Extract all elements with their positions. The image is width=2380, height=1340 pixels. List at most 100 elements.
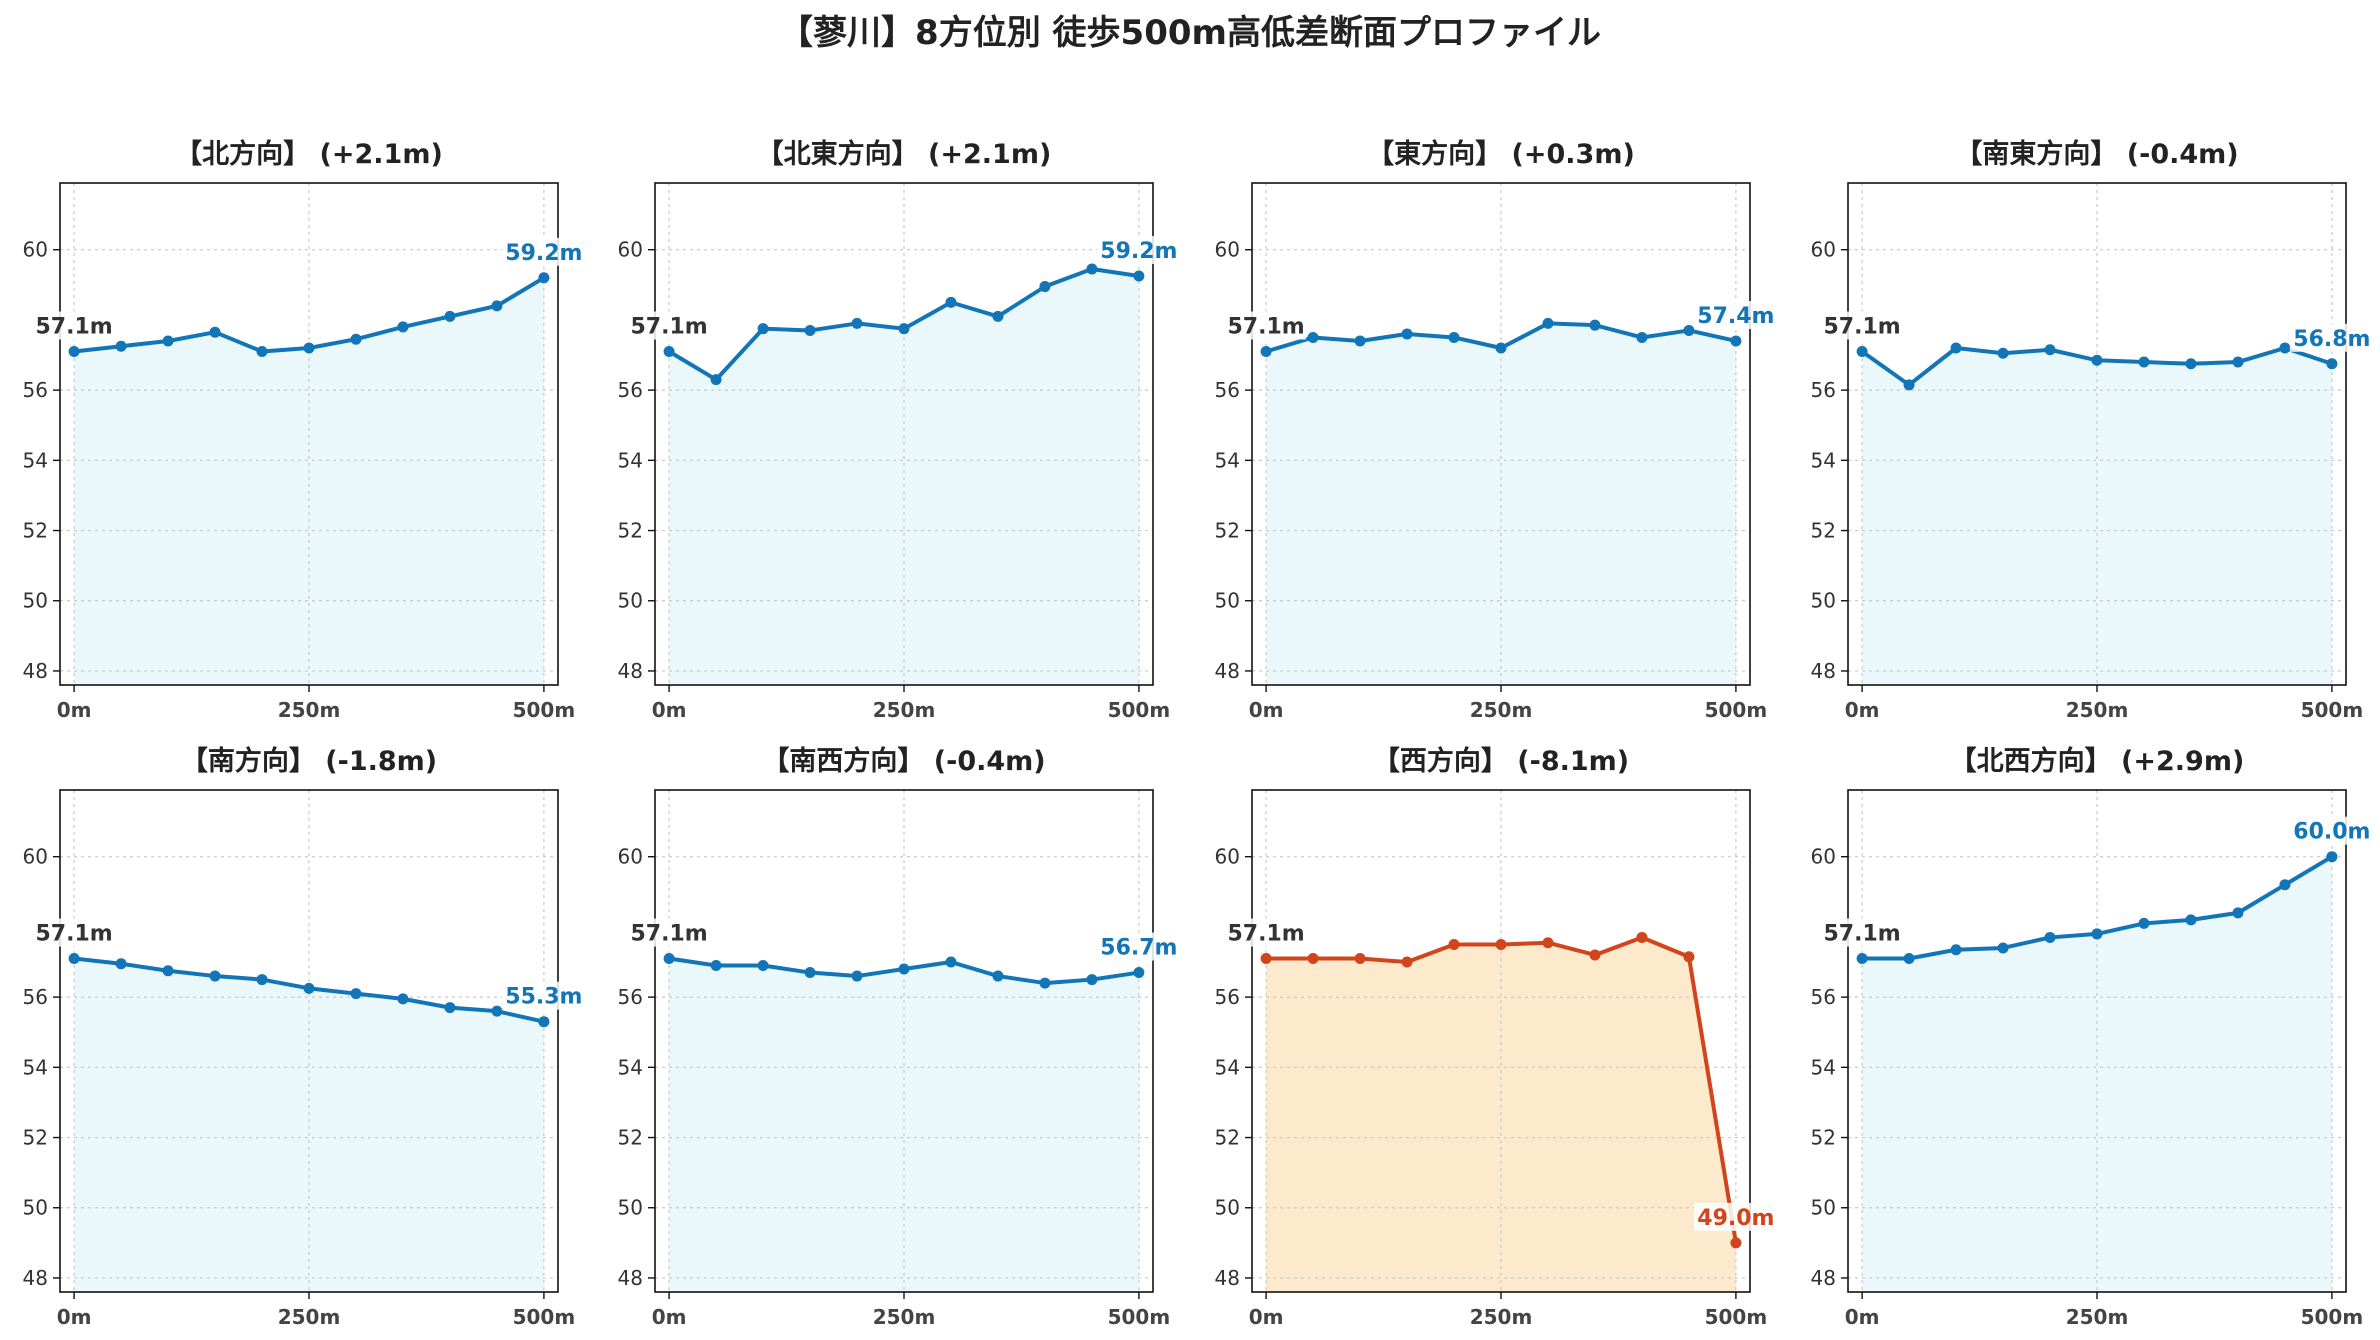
data-point xyxy=(2232,356,2244,368)
chart-panel-4: 48 50 52 54 56 60 0m 250m 500m 【南東方向】 (-0.4m) 57.1… xyxy=(1811,138,2374,722)
y-tick-label: 54 xyxy=(23,1055,48,1079)
data-point xyxy=(1133,967,1145,979)
figure-title: 【蓼川】8方位別 徒歩500m高低差断面プロファイル xyxy=(779,13,1601,53)
y-tick-label: 52 xyxy=(23,519,48,543)
y-tick-label: 60 xyxy=(1811,238,1836,262)
y-tick-label: 50 xyxy=(1215,1196,1240,1220)
y-tick-label: 56 xyxy=(1811,378,1836,402)
y-tick-label: 60 xyxy=(1811,845,1836,869)
data-point xyxy=(757,960,769,972)
y-tick-label: 48 xyxy=(1811,659,1836,683)
data-point xyxy=(1495,938,1507,950)
data-point xyxy=(2326,358,2338,370)
x-tick-label: 0m xyxy=(652,698,687,722)
chart-panel-7: 48 50 52 54 56 60 0m 250m 500m 【西方向】 (-8.1m) 57.1m… xyxy=(1215,745,1778,1329)
y-tick-label: 50 xyxy=(1811,589,1836,613)
area-fill xyxy=(74,277,544,685)
x-tick-label: 500m xyxy=(513,698,576,722)
y-tick-label: 60 xyxy=(618,238,643,262)
data-point xyxy=(1542,937,1554,949)
y-tick-label: 60 xyxy=(23,845,48,869)
y-tick-label: 60 xyxy=(1215,238,1240,262)
area-fill xyxy=(669,958,1139,1292)
data-point xyxy=(303,342,315,354)
start-label-bg xyxy=(629,311,710,340)
x-tick-label: 0m xyxy=(652,1305,687,1329)
data-point xyxy=(2091,928,2103,940)
data-point xyxy=(992,310,1004,322)
data-point xyxy=(1903,379,1915,391)
chart-panel-1: 48 50 52 54 56 60 0m 250m 500m 【北方向】 (+2.1m) 57.1m… xyxy=(23,138,586,722)
data-point xyxy=(1086,263,1098,275)
start-label-bg xyxy=(629,918,710,947)
y-tick-label: 48 xyxy=(1215,659,1240,683)
data-point xyxy=(1039,281,1051,293)
data-point xyxy=(2138,356,2150,368)
x-tick-label: 250m xyxy=(873,1305,936,1329)
data-point xyxy=(68,346,80,358)
chart-title: 【北東方向】 (+2.1m) xyxy=(757,138,1052,170)
end-label: 60.0m xyxy=(2293,820,2370,845)
y-tick-label: 56 xyxy=(1811,985,1836,1009)
end-label-bg xyxy=(501,237,586,266)
y-tick-label: 48 xyxy=(23,659,48,683)
data-point xyxy=(1589,319,1601,331)
data-point xyxy=(2326,851,2338,863)
data-point xyxy=(898,323,910,335)
data-point xyxy=(710,960,722,972)
data-point xyxy=(1730,335,1742,347)
end-label-bg xyxy=(2289,816,2374,845)
y-tick-label: 52 xyxy=(618,519,643,543)
data-point xyxy=(1448,331,1460,343)
y-tick-label: 56 xyxy=(23,985,48,1009)
end-label: 56.7m xyxy=(1100,936,1177,961)
start-label: 57.1m xyxy=(630,922,707,947)
data-point xyxy=(162,335,174,347)
y-tick-label: 52 xyxy=(1811,1126,1836,1150)
data-point xyxy=(1307,953,1319,965)
y-tick-label: 50 xyxy=(23,589,48,613)
chart-panel-2: 48 50 52 54 56 60 0m 250m 500m 【北東方向】 (+2.1m) 57.1… xyxy=(618,138,1181,722)
data-point xyxy=(945,956,957,968)
y-tick-label: 48 xyxy=(618,1266,643,1290)
y-tick-label: 50 xyxy=(1215,589,1240,613)
y-tick-label: 50 xyxy=(23,1196,48,1220)
x-tick-label: 500m xyxy=(1705,698,1768,722)
x-tick-label: 0m xyxy=(1249,698,1284,722)
data-point xyxy=(851,317,863,329)
data-point xyxy=(1354,953,1366,965)
start-label: 57.1m xyxy=(1823,922,1900,947)
data-point xyxy=(1683,324,1695,336)
data-point xyxy=(303,982,315,994)
data-point xyxy=(2138,917,2150,929)
data-point xyxy=(1683,951,1695,963)
y-tick-label: 54 xyxy=(1215,448,1240,472)
data-point xyxy=(1636,331,1648,343)
data-point xyxy=(350,333,362,345)
x-tick-label: 250m xyxy=(873,698,936,722)
y-tick-label: 48 xyxy=(1811,1266,1836,1290)
x-tick-label: 250m xyxy=(278,698,341,722)
y-tick-label: 48 xyxy=(23,1266,48,1290)
x-tick-label: 500m xyxy=(2301,698,2364,722)
x-tick-label: 0m xyxy=(57,698,92,722)
data-point xyxy=(804,324,816,336)
x-tick-label: 250m xyxy=(2066,1305,2129,1329)
start-label-bg xyxy=(1822,311,1903,340)
start-label-bg xyxy=(1822,918,1903,947)
data-point xyxy=(115,958,127,970)
chart-title: 【南西方向】 (-0.4m) xyxy=(762,745,1045,777)
y-tick-label: 56 xyxy=(1215,985,1240,1009)
y-tick-label: 60 xyxy=(1215,845,1240,869)
data-point xyxy=(68,953,80,965)
data-point xyxy=(945,296,957,308)
x-tick-label: 500m xyxy=(513,1305,576,1329)
chart-title: 【北方向】 (+2.1m) xyxy=(175,138,443,170)
x-tick-label: 500m xyxy=(2301,1305,2364,1329)
data-point xyxy=(1950,944,1962,956)
x-tick-label: 500m xyxy=(1108,1305,1171,1329)
x-tick-label: 250m xyxy=(1470,1305,1533,1329)
area-fill xyxy=(74,958,544,1292)
data-point xyxy=(992,970,1004,982)
